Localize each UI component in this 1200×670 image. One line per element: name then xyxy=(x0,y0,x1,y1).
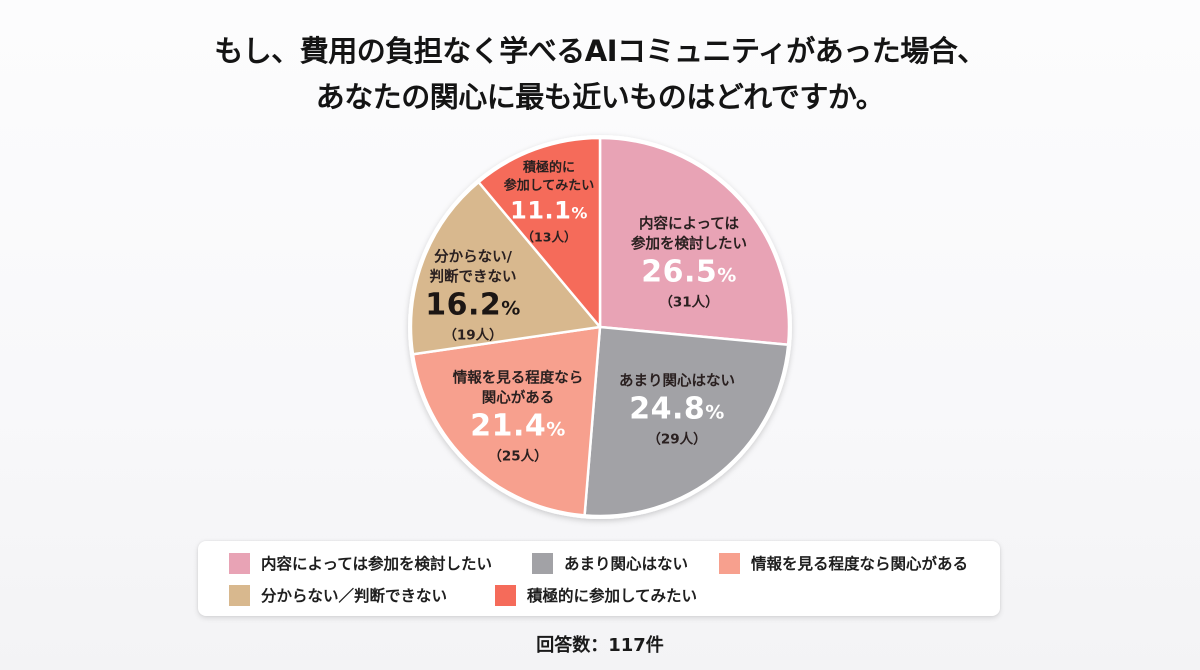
legend-item-not-interested: あまり関心はない xyxy=(532,551,688,575)
chart-title-line1: もし、費用の負担なく学べるAIコミュニティがあった場合、 xyxy=(214,34,986,68)
slice-label-not-interested: あまり関心はない 24.8% （29人） xyxy=(619,373,735,448)
slice-pct: 24.8 xyxy=(629,391,706,427)
response-count: 回答数：117件 xyxy=(536,635,664,656)
chart-title-line2: あなたの関心に最も近いものはどれですか。 xyxy=(315,80,885,114)
slice-label-info-only: 情報を見る程度なら 関心がある 21.4% （25人） xyxy=(452,370,584,465)
chart-title: もし、費用の負担なく学べるAIコミュニティがあった場合、 あなたの関心に最も近い… xyxy=(0,28,1200,120)
legend-item-unsure: 分からない／判断できない xyxy=(229,583,447,607)
slice-pct: 21.4 xyxy=(470,408,547,444)
pie-slice-not-interested xyxy=(583,325,790,518)
legend-item-info-only: 情報を見る程度なら関心がある xyxy=(719,551,968,575)
legend-swatch xyxy=(229,552,250,574)
slice-pct: 26.5 xyxy=(641,254,718,290)
pie-slice-unsure xyxy=(409,180,602,356)
legend-swatch xyxy=(532,552,553,574)
pie-slice-active xyxy=(477,136,602,329)
pie-slice-consider xyxy=(598,136,791,347)
pie-slices xyxy=(409,136,791,518)
slice-label-unsure: 分からない/ 判断できない 16.2% （19人） xyxy=(425,249,521,344)
slice-pct: 16.2 xyxy=(425,287,502,323)
chart-legend: 内容によっては参加を検討したい あまり関心はない 情報を見る程度なら関心がある … xyxy=(198,541,1000,616)
legend-swatch xyxy=(495,584,516,606)
legend-swatch xyxy=(719,552,740,574)
slice-pct: 11.1 xyxy=(510,196,572,225)
legend-swatch xyxy=(229,584,250,606)
slice-label-consider: 内容によっては 参加を検討したい 26.5% （31人） xyxy=(631,216,747,311)
legend-item-consider: 内容によっては参加を検討したい xyxy=(229,551,492,575)
slice-label-active: 積極的に 参加してみたい 11.1% （13人） xyxy=(503,160,595,245)
legend-item-active: 積極的に参加してみたい xyxy=(495,583,697,607)
pie-slice-info-only xyxy=(411,325,602,517)
